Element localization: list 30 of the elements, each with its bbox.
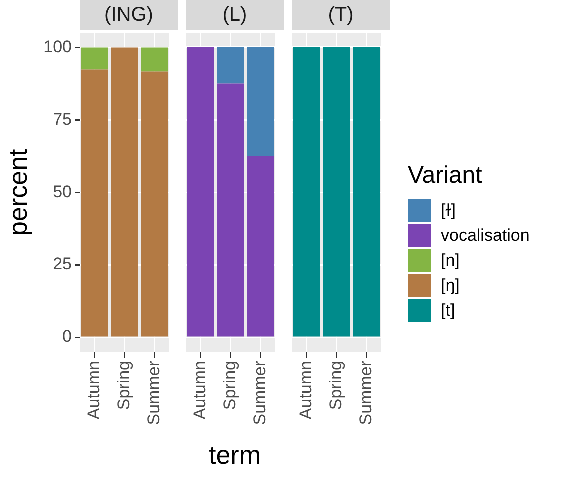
bar: [81, 70, 108, 337]
y-tick-label: 100: [44, 37, 72, 56]
legend-label: [ɫ]: [441, 200, 456, 220]
y-axis-title: percent: [2, 148, 33, 236]
bar: [111, 48, 138, 337]
x-tick-label: Autumn: [190, 361, 210, 420]
x-tick-label: Autumn: [84, 361, 104, 420]
bar: [141, 72, 168, 337]
x-tick-label: Autumn: [296, 361, 316, 420]
x-tick-label: Spring: [114, 361, 134, 410]
legend-label: [n]: [441, 250, 460, 270]
x-tick-label: Spring: [326, 361, 346, 410]
bar: [81, 48, 108, 70]
x-axis-title: term: [208, 440, 262, 471]
legend-label: [ŋ]: [441, 276, 460, 296]
legend-label: vocalisation: [441, 226, 530, 246]
chart-title: (ING): [80, 0, 178, 30]
x-tick-label: Spring: [220, 361, 240, 410]
y-tick-label: 50: [53, 182, 72, 202]
chart-title: (T): [292, 0, 390, 30]
chart-title: (L): [186, 0, 284, 30]
y-tick-label: 75: [53, 110, 72, 129]
legend-label: [t]: [441, 300, 456, 320]
bar: [141, 48, 168, 72]
y-tick-label: 25: [53, 254, 72, 274]
x-tick-label: Summer: [250, 360, 270, 426]
x-tick-label: Summer: [356, 360, 376, 426]
y-tick-label: 0: [62, 327, 72, 346]
x-tick-label: Summer: [144, 360, 164, 426]
legend-title: Variant: [408, 162, 484, 190]
